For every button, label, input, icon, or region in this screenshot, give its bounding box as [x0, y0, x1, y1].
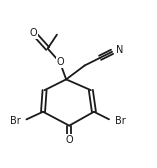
Text: O: O [56, 57, 64, 67]
Text: Br: Br [115, 116, 125, 126]
Text: N: N [116, 45, 124, 55]
Text: Br: Br [10, 116, 21, 126]
Text: O: O [65, 135, 73, 144]
Text: O: O [30, 28, 38, 38]
